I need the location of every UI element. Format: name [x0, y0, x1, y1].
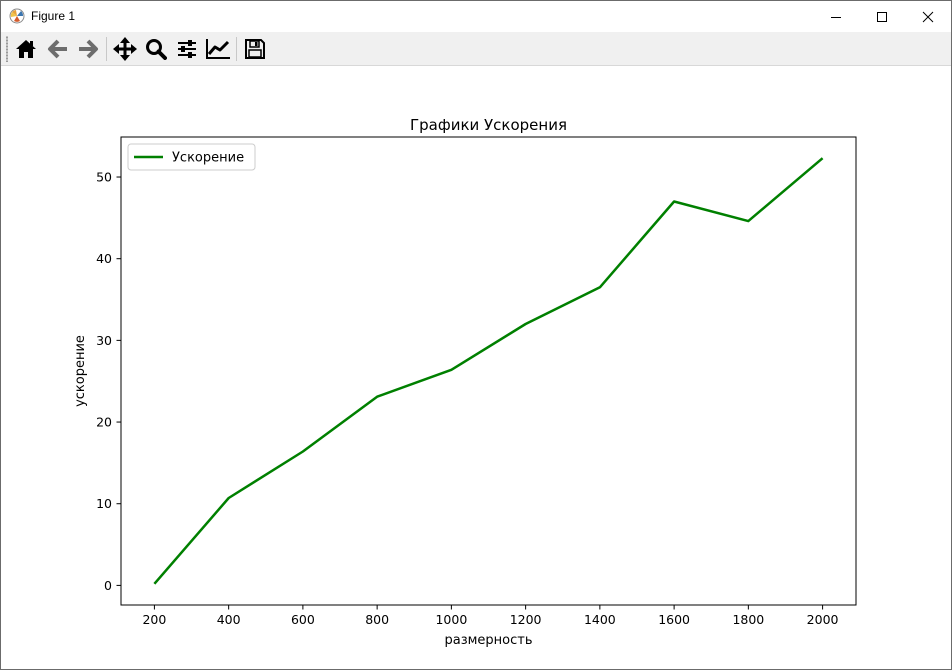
maximize-icon	[877, 11, 887, 22]
data-point	[153, 583, 155, 585]
x-tick-label: 1600	[658, 612, 690, 627]
subplots-button[interactable]	[174, 36, 200, 62]
x-tick-label: 1200	[510, 612, 542, 627]
zoom-magnifier-icon	[146, 39, 167, 60]
x-tick-label: 600	[291, 612, 315, 627]
y-axis-label: ускорение	[73, 335, 88, 407]
home-icon	[16, 40, 36, 58]
close-button[interactable]	[905, 1, 951, 32]
y-tick-label: 50	[96, 170, 112, 185]
toolbar-separator	[106, 37, 107, 61]
axes-frame	[120, 136, 857, 606]
back-button[interactable]	[45, 36, 71, 62]
y-tick-label: 0	[104, 578, 112, 593]
subplots-sliders-icon	[178, 40, 196, 58]
close-icon	[922, 11, 934, 22]
x-tick-label: 1000	[435, 612, 467, 627]
data-point	[376, 396, 378, 398]
pan-move-icon	[113, 37, 137, 61]
x-tick-label: 200	[142, 612, 166, 627]
edit-axis-icon	[206, 39, 230, 59]
chart-title: Графики Ускорения	[410, 116, 567, 134]
data-point	[450, 369, 452, 371]
toolbar-grip[interactable]	[6, 36, 8, 62]
toolbar-separator	[236, 37, 237, 61]
legend-label: Ускорение	[172, 151, 244, 166]
x-tick-label: 1800	[732, 612, 764, 627]
x-tick-label: 1400	[584, 612, 616, 627]
y-tick-label: 20	[96, 415, 112, 430]
back-arrow-icon	[48, 39, 67, 59]
window-title: Figure 1	[31, 9, 76, 23]
y-tick-label: 30	[96, 333, 112, 348]
edit-axis-button[interactable]	[205, 36, 231, 62]
pan-button[interactable]	[112, 36, 138, 62]
series-line	[153, 157, 824, 585]
save-floppy-icon	[245, 39, 265, 59]
x-tick-label: 400	[217, 612, 241, 627]
data-point	[524, 323, 526, 325]
y-tick-label: 40	[96, 251, 112, 266]
data-point	[673, 200, 675, 202]
x-axis-label: размерность	[444, 633, 532, 648]
home-button[interactable]	[13, 36, 39, 62]
title-bar[interactable]: Figure 1	[1, 1, 951, 32]
figure-canvas[interactable]: 200 400 600 800 1000 1200 1400 1600 1800 2000 0 10 2…	[1, 66, 951, 669]
data-point	[599, 286, 601, 288]
save-button[interactable]	[242, 36, 268, 62]
zoom-button[interactable]	[143, 36, 169, 62]
legend-box	[127, 143, 256, 171]
maximize-button[interactable]	[859, 1, 905, 32]
axes: 200 400 600 800 1000 1200 1400 1600 1800 2000 0 10 2…	[73, 116, 857, 648]
data-point	[302, 450, 304, 452]
forward-button[interactable]	[75, 36, 101, 62]
matplotlib-logo-icon	[9, 8, 25, 24]
navigation-toolbar	[1, 32, 951, 66]
forward-arrow-icon	[79, 39, 98, 59]
y-tick-label: 10	[96, 496, 112, 511]
minimize-icon	[831, 16, 841, 18]
x-tick-label: 800	[365, 612, 389, 627]
data-point	[821, 157, 823, 159]
x-tick-label: 2000	[807, 612, 839, 627]
data-point	[747, 220, 749, 222]
minimize-button[interactable]	[813, 1, 859, 32]
data-point	[227, 497, 229, 499]
